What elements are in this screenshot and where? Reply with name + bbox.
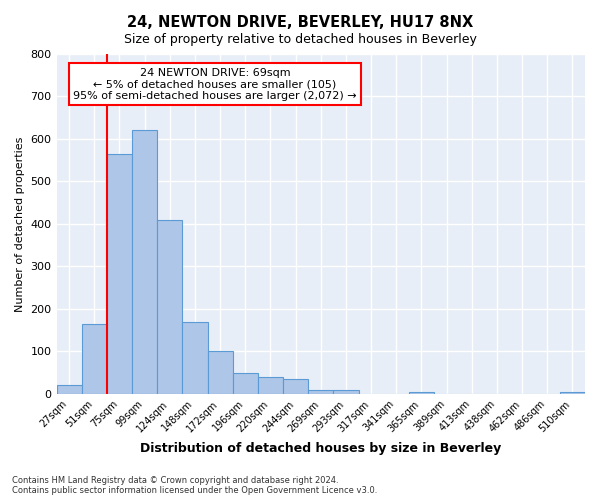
Text: Contains HM Land Registry data © Crown copyright and database right 2024.
Contai: Contains HM Land Registry data © Crown c…: [12, 476, 377, 495]
Bar: [182, 322, 208, 394]
Bar: [208, 352, 233, 394]
Bar: [56, 386, 82, 394]
Bar: [157, 220, 182, 394]
X-axis label: Distribution of detached houses by size in Beverley: Distribution of detached houses by size …: [140, 442, 502, 455]
Bar: [308, 390, 334, 394]
Text: 24, NEWTON DRIVE, BEVERLEY, HU17 8NX: 24, NEWTON DRIVE, BEVERLEY, HU17 8NX: [127, 15, 473, 30]
Bar: [560, 392, 585, 394]
Bar: [283, 379, 308, 394]
Bar: [258, 377, 283, 394]
Bar: [334, 390, 359, 394]
Bar: [233, 372, 258, 394]
Bar: [107, 154, 132, 394]
Bar: [82, 324, 107, 394]
Bar: [132, 130, 157, 394]
Y-axis label: Number of detached properties: Number of detached properties: [15, 136, 25, 312]
Text: Size of property relative to detached houses in Beverley: Size of property relative to detached ho…: [124, 32, 476, 46]
Text: 24 NEWTON DRIVE: 69sqm
← 5% of detached houses are smaller (105)
95% of semi-det: 24 NEWTON DRIVE: 69sqm ← 5% of detached …: [73, 68, 357, 101]
Bar: [409, 392, 434, 394]
